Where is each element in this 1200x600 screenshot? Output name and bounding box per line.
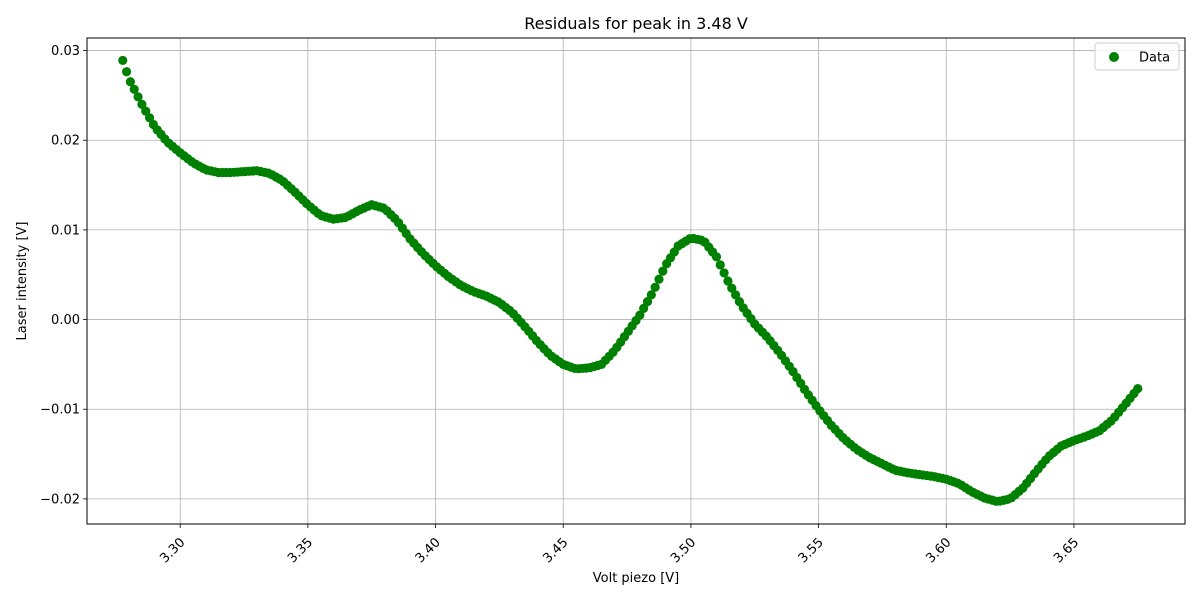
data-point [121,67,132,77]
x-axis-label: Volt piezo [V] [593,571,680,586]
data-point [137,99,147,109]
data-point [639,303,649,313]
legend-box [1094,42,1180,71]
y-axis-label: Laser intensity [V] [15,222,30,341]
data-point [654,274,664,284]
y-tick-label: −0.01 [40,403,80,418]
chart-title: Residuals for peak in 3.48 V [524,14,748,33]
y-tick-label: 0.02 [51,134,80,149]
data-point [723,276,733,286]
data-point [1133,384,1143,394]
data-point [141,106,151,116]
y-tick-label: 0.01 [51,223,80,238]
data-point [715,260,725,270]
legend-label: Data [1139,51,1170,66]
y-tick-label: 0.00 [51,313,80,328]
legend-marker [1109,52,1119,62]
data-point [118,55,128,66]
data-point [727,283,737,293]
data-points [118,55,1143,506]
data-point [646,290,656,300]
data-point [125,77,136,87]
data-point [730,290,741,300]
data-point [650,282,660,292]
data-point [635,310,645,320]
data-point [133,92,143,102]
y-tick-label: 0.03 [51,44,80,59]
data-point [658,266,668,276]
legend: Data [1094,42,1180,71]
data-point [129,84,139,94]
plot-frame [86,37,1186,525]
data-point [711,252,722,262]
data-point [719,268,729,278]
y-axis-ticks: −0.02 −0.01 0.00 0.01 0.02 0.03 [40,44,87,507]
data-point [144,113,155,123]
data-point [642,297,653,307]
y-tick-label: −0.02 [40,492,80,507]
